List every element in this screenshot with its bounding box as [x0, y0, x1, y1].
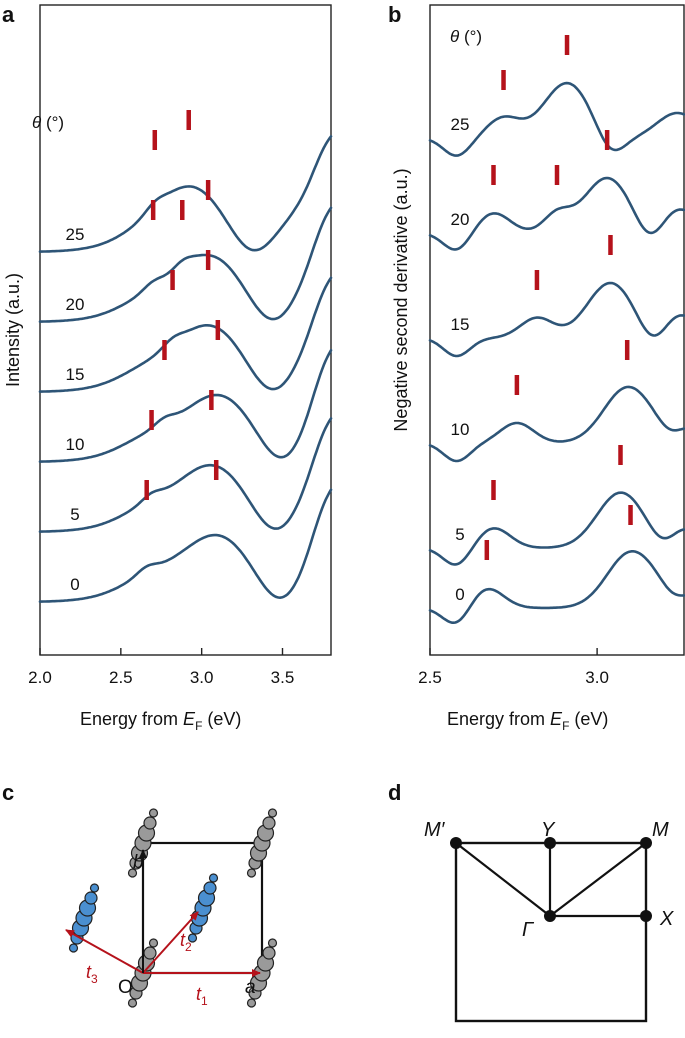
series-label: 20 — [451, 210, 470, 229]
panel-b-x-ticks: 2.5 3.0 — [418, 648, 609, 687]
x-tick-label: 2.5 — [418, 668, 442, 687]
path-m-gamma — [549, 842, 647, 917]
x-tick-label: 2.0 — [28, 668, 52, 687]
series-label: 20 — [66, 295, 85, 314]
panel-a-x-ticks: 2.0 2.5 3.0 3.5 — [28, 648, 294, 687]
panel-b-series-labels: 0 5 10 15 20 25 — [451, 115, 470, 604]
panel-b-curves — [428, 81, 685, 624]
kpoint-y — [544, 837, 556, 849]
series-label: 15 — [451, 315, 470, 334]
panel-b-x-axis-label: Energy from EF (eV) — [447, 709, 608, 733]
molecule-blue — [187, 873, 219, 943]
kpoint-m-prime — [450, 837, 462, 849]
panel-letter-b: b — [388, 2, 401, 27]
series-curve — [428, 81, 685, 157]
path-mprime-gamma — [455, 842, 551, 917]
panel-letter-a: a — [2, 2, 15, 27]
series-label: 0 — [70, 575, 79, 594]
panel-a: a θ (°) 2.0 2.5 3.0 3.5 0 5 10 15 20 25 Energy f… — [2, 2, 333, 733]
axis-a-label: a — [245, 977, 256, 998]
series-label: 5 — [70, 505, 79, 524]
series-curve — [428, 550, 685, 624]
series-curve — [38, 135, 333, 253]
series-label: 10 — [66, 435, 85, 454]
x-tick-label: 3.0 — [190, 668, 214, 687]
vector-t2 — [142, 911, 199, 974]
label-m: M — [652, 819, 669, 841]
molecules — [68, 808, 278, 1008]
panel-b-y-axis-label: Negative second derivative (a.u.) — [391, 168, 411, 431]
vector-t3 — [65, 929, 144, 974]
series-curve — [38, 206, 333, 323]
series-curve — [428, 176, 685, 251]
series-label: 5 — [455, 525, 464, 544]
t1-label: t1 — [196, 984, 208, 1008]
series-curve — [428, 385, 685, 463]
panel-b-frame — [429, 4, 685, 656]
panel-a-frame — [39, 4, 332, 656]
t2-label: t2 — [180, 930, 192, 954]
panel-a-peak-markers — [144, 110, 221, 500]
x-tick-label: 3.5 — [271, 668, 295, 687]
series-label: 10 — [451, 420, 470, 439]
series-curve — [38, 488, 333, 603]
panel-a-series-labels: 0 5 10 15 20 25 — [66, 225, 85, 594]
series-curve — [38, 349, 333, 463]
axis-b-label: b — [133, 852, 144, 873]
series-label: 25 — [451, 115, 470, 134]
x-tick-label: 2.5 — [109, 668, 133, 687]
label-y: Y — [541, 819, 556, 841]
kpoint-m — [640, 837, 652, 849]
series-curve — [38, 276, 333, 393]
origin-label: O — [118, 977, 133, 998]
panel-b-legend-title: θ (°) — [450, 27, 482, 46]
molecule-gray — [246, 808, 278, 878]
series-curve — [428, 281, 685, 358]
series-label: 0 — [455, 585, 464, 604]
label-x: X — [659, 908, 674, 930]
panel-letter-d: d — [388, 780, 401, 805]
panel-a-curves — [38, 135, 333, 603]
panel-b: b θ (°) 2.5 3.0 0 5 10 15 20 25 Energy from EF… — [388, 2, 685, 733]
panel-b-peak-markers — [484, 35, 633, 560]
panel-letter-c: c — [2, 780, 14, 805]
series-curve — [38, 417, 333, 533]
panel-d: d M′ Y M Γ X — [388, 780, 674, 1023]
panel-c: c O b a t1 t2 t3 — [2, 780, 278, 1008]
t3-label: t3 — [86, 962, 98, 986]
series-curve — [428, 491, 685, 566]
label-m-prime: M′ — [424, 819, 446, 841]
series-label: 15 — [66, 365, 85, 384]
x-tick-label: 3.0 — [585, 668, 609, 687]
panel-a-x-axis-label: Energy from EF (eV) — [80, 709, 241, 733]
panel-a-y-axis-label: Intensity (a.u.) — [3, 273, 23, 387]
series-label: 25 — [66, 225, 85, 244]
label-gamma: Γ — [522, 919, 535, 941]
molecule-blue — [68, 883, 100, 953]
panel-a-legend-title: θ (°) — [32, 113, 64, 132]
kpoint-gamma — [544, 910, 556, 922]
kpoint-x — [640, 910, 652, 922]
